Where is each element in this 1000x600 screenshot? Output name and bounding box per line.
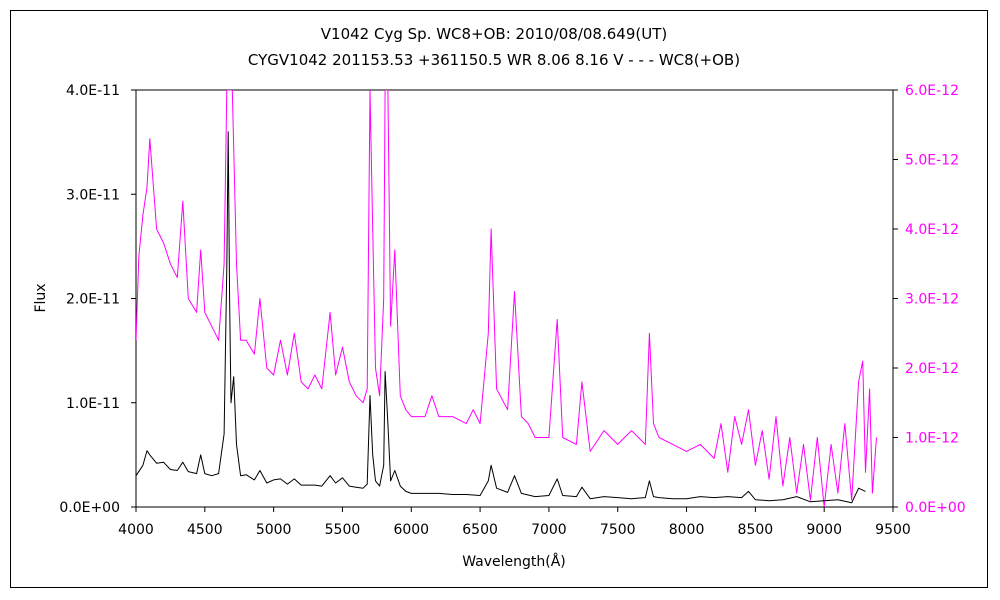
x-tick-label: 4000 xyxy=(118,522,154,538)
series-line-right xyxy=(136,90,877,507)
y-right-tick-label: 0.0E+00 xyxy=(905,500,966,516)
x-tick-label: 7500 xyxy=(600,522,636,538)
y-axis-left-ticks: 0.0E+00 1.0E-11 2.0E-11 3.0E-11 4.0E-11 xyxy=(59,83,136,516)
x-tick-label: 8000 xyxy=(669,522,705,538)
y-right-tick-label: 6.0E-12 xyxy=(905,83,959,99)
y-right-tick-label: 5.0E-12 xyxy=(905,153,959,169)
x-tick-label: 9000 xyxy=(806,522,842,538)
y-left-tick-label: 0.0E+00 xyxy=(59,500,120,516)
y-right-tick-label: 3.0E-12 xyxy=(905,292,959,308)
y-left-tick-label: 4.0E-11 xyxy=(66,83,120,99)
series-line-left xyxy=(136,131,866,504)
x-tick-label: 4500 xyxy=(187,522,223,538)
y-axis-right-ticks: 0.0E+00 1.0E-12 2.0E-12 3.0E-12 4.0E-12 5.0E-… xyxy=(893,83,966,516)
x-tick-label: 6500 xyxy=(462,522,498,538)
y-left-tick-label: 2.0E-11 xyxy=(66,292,120,308)
y-left-tick-label: 1.0E-11 xyxy=(66,396,120,412)
x-tick-label: 5000 xyxy=(256,522,292,538)
x-axis-ticks: 4000 4500 5000 5500 6000 6500 7000 7500 8000 8500… xyxy=(118,507,911,538)
x-axis-label: Wavelength(Å) xyxy=(462,553,566,570)
y-right-tick-label: 1.0E-12 xyxy=(905,431,959,447)
y-left-tick-label: 3.0E-11 xyxy=(66,187,120,203)
chart-subtitle: CYGV1042 201153.53 +361150.5 WR 8.06 8.1… xyxy=(248,51,740,69)
y-right-tick-label: 2.0E-12 xyxy=(905,361,959,377)
x-tick-label: 7000 xyxy=(531,522,567,538)
chart-title: V1042 Cyg Sp. WC8+OB: 2010/08/08.649(UT) xyxy=(321,25,667,43)
x-tick-label: 5500 xyxy=(325,522,361,538)
x-tick-label: 8500 xyxy=(738,522,774,538)
chart-frame xyxy=(10,10,988,588)
x-tick-label: 6000 xyxy=(393,522,429,538)
x-tick-label: 9500 xyxy=(875,522,911,538)
y-axis-label: Flux xyxy=(33,283,49,312)
series-layer xyxy=(136,90,877,507)
y-right-tick-label: 4.0E-12 xyxy=(905,222,959,238)
